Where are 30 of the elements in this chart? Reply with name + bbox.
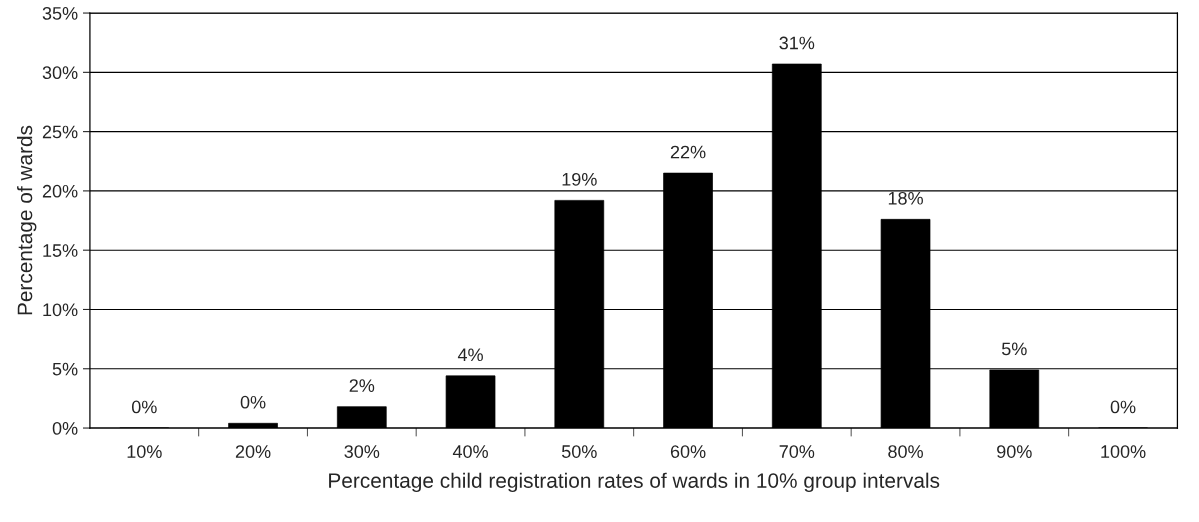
y-tick-label: 0% bbox=[52, 421, 78, 435]
y-tick-label: 10% bbox=[43, 303, 78, 317]
data-label: 19% bbox=[562, 172, 597, 186]
data-label: 0% bbox=[131, 400, 157, 414]
y-tick-label: 5% bbox=[52, 362, 78, 376]
data-label: 0% bbox=[1110, 400, 1136, 414]
data-label: 0% bbox=[240, 395, 266, 409]
data-label: 18% bbox=[888, 191, 923, 205]
data-label: 5% bbox=[1001, 342, 1027, 356]
y-tick-label: 30% bbox=[42, 66, 78, 80]
data-label: 31% bbox=[779, 36, 815, 50]
x-tick-label: 40% bbox=[452, 445, 488, 458]
y-tick-label: 20% bbox=[42, 184, 78, 198]
y-axis-title: Percentage of wards bbox=[17, 125, 37, 315]
data-label: 4% bbox=[457, 348, 483, 362]
y-tick-label: 35% bbox=[42, 6, 78, 20]
x-tick-label: 20% bbox=[235, 445, 271, 458]
x-tick-label: 80% bbox=[888, 445, 923, 458]
x-tick-label: 90% bbox=[997, 445, 1032, 458]
x-tick-label: 100% bbox=[1101, 445, 1146, 458]
x-tick-label: 30% bbox=[344, 445, 380, 458]
data-label: 22% bbox=[670, 145, 706, 159]
x-tick-label: 50% bbox=[561, 445, 597, 458]
y-tick-label: 25% bbox=[42, 125, 78, 139]
x-tick-label: 10% bbox=[127, 445, 162, 458]
x-axis-title: Percentage child registration rates of wards in 10% group intervals bbox=[329, 472, 940, 493]
y-tick-label: 15% bbox=[43, 244, 78, 257]
x-tick-label: 60% bbox=[670, 445, 706, 458]
x-tick-label: 70% bbox=[779, 445, 815, 458]
data-label: 2% bbox=[349, 379, 375, 392]
